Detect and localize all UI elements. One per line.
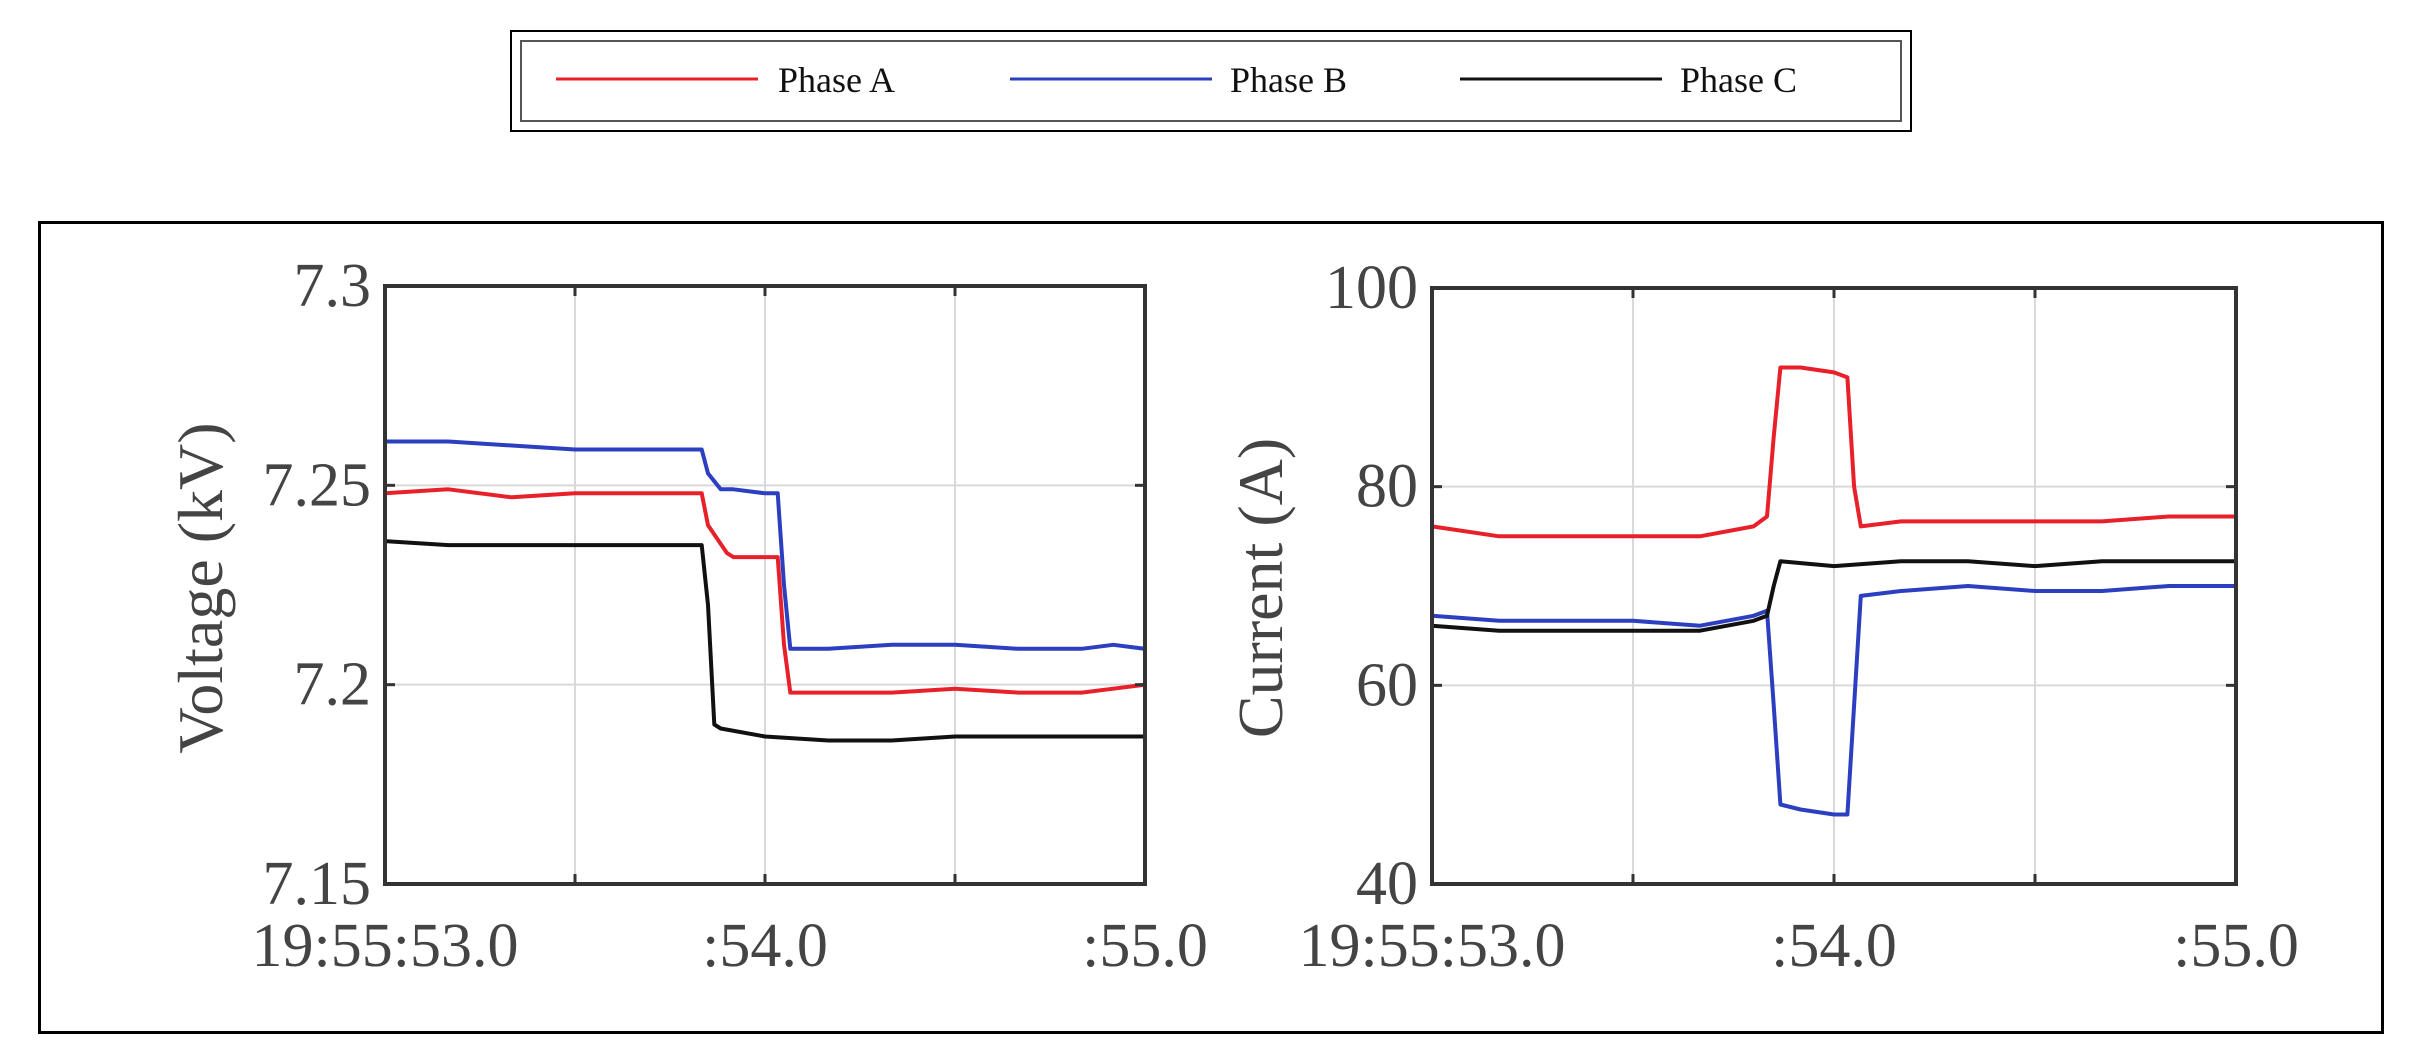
voltage-x-tick-label: 19:55:53.0 — [252, 912, 519, 980]
current-y-tick-label: 100 — [1325, 254, 1418, 322]
voltage-x-tick-label: :55.0 — [1082, 912, 1208, 980]
voltage-series-phase-c — [384, 539, 1145, 743]
charts-frame — [38, 221, 2384, 1034]
voltage-series-phase-a — [384, 487, 1146, 695]
current-x-tick-label: :55.0 — [2173, 912, 2299, 980]
voltage-y-tick-label: 7.3 — [294, 252, 372, 320]
current-x-tick-label: :54.0 — [1771, 912, 1897, 980]
current-series-phase-b — [1431, 584, 2236, 817]
legend-label-phase-c: Phase C — [1680, 60, 1797, 100]
voltage-y-tick-label: 7.25 — [263, 451, 372, 519]
current-series-phase-c — [1431, 559, 2236, 633]
voltage-y-tick-label: 7.15 — [263, 850, 372, 918]
current-y-axis-label: Current (A) — [1225, 438, 1296, 738]
voltage-y-axis-label: Voltage (kV) — [165, 422, 236, 753]
voltage-y-tick-label: 7.2 — [294, 651, 372, 719]
legend-inner-border — [520, 40, 1902, 122]
current-y-tick-label: 80 — [1356, 453, 1418, 521]
legend-label-phase-a: Phase A — [778, 60, 895, 100]
current-chart: 40 60 80 100 19:55:53.0 :54.0 :55.0 Current (A) — [1225, 254, 2299, 980]
legend — [510, 30, 1912, 132]
voltage-x-tick-label: :54.0 — [702, 912, 828, 980]
voltage-chart: 7.15 7.2 7.25 7.3 19:55:53.0 :54.0 :55.0 Voltag… — [165, 252, 1208, 980]
current-series-phase-a — [1431, 365, 2236, 539]
current-y-tick-label: 60 — [1356, 651, 1418, 719]
voltage-series-phase-b — [385, 439, 1146, 651]
legend-label-phase-b: Phase B — [1230, 60, 1347, 100]
current-x-tick-label: 19:55:53.0 — [1299, 912, 1566, 980]
current-y-tick-label: 40 — [1356, 850, 1418, 918]
